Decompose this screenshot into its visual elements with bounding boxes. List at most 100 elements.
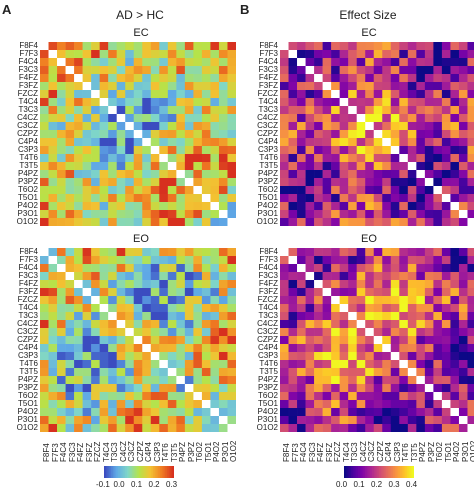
colorbar-diff-ticks: -0.1 0.0 0.1 0.2 0.3 [96, 480, 177, 490]
heatmap-cell-a-ec [99, 162, 109, 171]
heatmap-cell-a-ec [57, 98, 66, 107]
heatmap-cell-a-ec [57, 82, 66, 91]
heatmap-cell-b-ec [433, 170, 443, 179]
heatmap-cell-a-ec [48, 170, 58, 179]
heatmap-cell-a-eo [184, 424, 194, 432]
heatmap-cell-a-eo [167, 304, 177, 313]
heatmap-cell-a-eo [193, 272, 203, 281]
heatmap-cell-a-eo [150, 344, 160, 353]
heatmap-cell-b-eo [441, 312, 451, 321]
heatmap-cell-a-ec [184, 90, 194, 99]
heatmap-cell-a-eo [125, 424, 135, 432]
heatmap-cell-a-eo [176, 400, 186, 409]
heatmap-cell-a-ec [176, 186, 186, 195]
heatmap-cell-a-eo [218, 368, 228, 377]
heatmap-cell-b-eo [365, 360, 375, 369]
y-tick-label: T3C3 [18, 105, 38, 114]
heatmap-cell-a-eo [133, 288, 143, 297]
heatmap-cell-b-ec [424, 186, 434, 195]
heatmap-cell-b-ec [416, 114, 426, 123]
heatmap-cell-a-eo [48, 384, 58, 393]
colorbar-effect-tick: 0.0 [336, 480, 348, 489]
heatmap-cell-a-ec [184, 114, 194, 123]
colorbar-diff-tick: -0.1 [96, 480, 110, 489]
heatmap-cell-a-eo [57, 248, 66, 257]
heatmap-cell-a-eo [125, 384, 135, 393]
heatmap-cell-b-eo [280, 304, 289, 313]
heatmap-cell-b-ec [399, 210, 409, 219]
heatmap-cell-b-eo [390, 280, 400, 289]
heatmap-cell-b-eo [331, 352, 340, 361]
heatmap-cell-b-ec [356, 122, 366, 131]
heatmap-cell-a-ec [65, 218, 75, 226]
heatmap-cell-a-ec [82, 74, 92, 83]
heatmap-cell-b-ec [416, 66, 426, 75]
y-tick-label: T3T5 [259, 161, 278, 170]
heatmap-cell-b-eo [390, 344, 400, 353]
heatmap-cell-a-eo [210, 296, 220, 305]
heatmap-cell-b-ec [382, 42, 392, 51]
heatmap-cell-b-eo [365, 376, 375, 385]
heatmap-cell-b-ec [407, 66, 417, 75]
heatmap-cell-b-eo [356, 312, 366, 321]
heatmap-cell-b-eo [348, 256, 357, 265]
heatmap-cell-a-eo [99, 352, 109, 361]
heatmap-cell-b-ec [441, 130, 451, 139]
heatmap-cell-a-eo [99, 304, 109, 313]
heatmap-cell-b-ec [458, 66, 468, 75]
heatmap-cell-a-ec [125, 162, 135, 171]
heatmap-cell-a-ec [65, 106, 75, 115]
heatmap-cell-b-eo [399, 304, 409, 313]
heatmap-cell-b-ec [348, 98, 357, 107]
heatmap-cell-b-eo [441, 256, 451, 265]
heatmap-cell-b-eo [382, 376, 392, 385]
heatmap-cell-b-ec [314, 66, 323, 75]
heatmap-cell-b-ec [288, 138, 298, 147]
heatmap-cell-a-ec [40, 210, 49, 219]
heatmap-cell-a-eo [176, 376, 186, 385]
heatmap-cell-b-eo [424, 352, 434, 361]
heatmap-cell-b-ec [390, 130, 400, 139]
heatmap-cell-a-ec [193, 66, 203, 75]
y-tick-label: T4C4 [18, 303, 38, 312]
heatmap-cell-b-ec [314, 98, 323, 107]
heatmap-cell-b-ec [441, 122, 451, 131]
heatmap-cell-a-eo [193, 384, 203, 393]
heatmap-cell-b-ec [288, 42, 298, 51]
heatmap-cell-b-eo [365, 264, 375, 273]
heatmap-cell-b-eo [280, 328, 289, 337]
heatmap-cell-b-eo [288, 408, 298, 417]
heatmap-cell-b-ec [450, 90, 460, 99]
heatmap-cell-a-ec [57, 210, 66, 219]
heatmap-cell-a-ec [176, 154, 186, 163]
heatmap-cell-b-eo [467, 424, 474, 432]
heatmap-cell-b-ec [314, 146, 323, 155]
heatmap-cell-a-ec [91, 210, 100, 219]
heatmap-cell-b-ec [450, 194, 460, 203]
heatmap-cell-b-ec [356, 74, 366, 83]
heatmap-cell-a-eo [74, 248, 83, 257]
heatmap-cell-b-ec [467, 90, 474, 99]
heatmap-cell-a-ec [48, 138, 58, 147]
heatmap-cell-b-ec [339, 74, 349, 83]
heatmap-cell-b-eo [322, 408, 332, 417]
heatmap-cell-b-ec [407, 82, 417, 91]
heatmap-cell-b-eo [416, 408, 426, 417]
heatmap-cell-b-ec [373, 74, 383, 83]
heatmap-cell-b-ec [450, 178, 460, 187]
heatmap-cell-a-eo [201, 352, 211, 361]
heatmap-cell-a-ec [133, 90, 143, 99]
heatmap-cell-a-eo [48, 328, 58, 337]
heatmap-cell-b-ec [382, 194, 392, 203]
heatmap-cell-a-eo [99, 416, 109, 425]
heatmap-cell-b-eo [314, 408, 323, 417]
heatmap-cell-b-eo [280, 264, 289, 273]
heatmap-cell-b-eo [288, 344, 298, 353]
heatmap-cell-b-ec [399, 186, 409, 195]
heatmap-cell-b-ec [280, 114, 289, 123]
heatmap-cell-b-ec [382, 114, 392, 123]
heatmap-cell-a-eo [150, 424, 160, 432]
heatmap-cell-a-eo [116, 256, 126, 265]
heatmap-cell-a-ec [74, 138, 83, 147]
heatmap-cell-b-eo [331, 328, 340, 337]
